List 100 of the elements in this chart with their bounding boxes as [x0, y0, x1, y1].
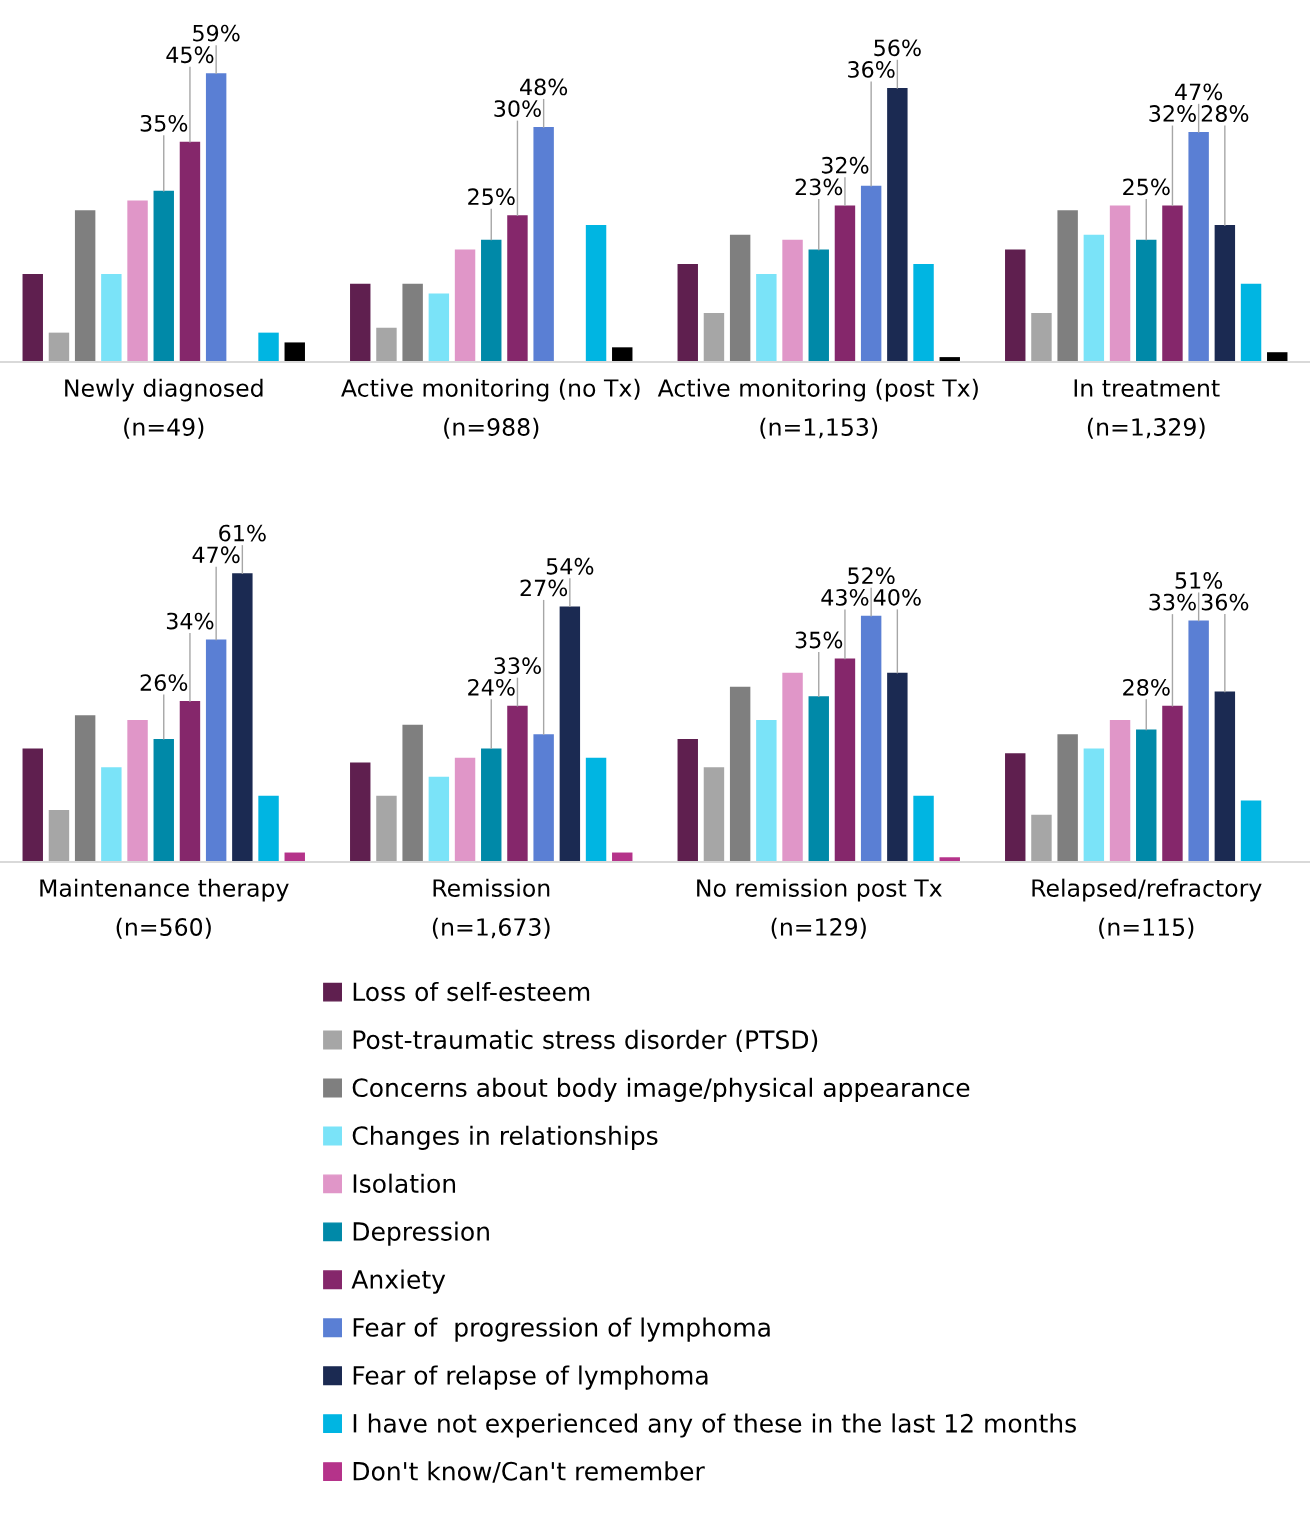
- bar: [481, 748, 502, 862]
- legend-label: Depression: [353, 1221, 489, 1246]
- bar: [612, 347, 633, 362]
- bar: [376, 795, 397, 862]
- data-label: 36%: [1201, 593, 1249, 611]
- bar: [205, 73, 227, 362]
- bar: [1188, 131, 1209, 362]
- data-label: 32%: [821, 156, 869, 174]
- bar: [350, 283, 371, 362]
- data-label: 24%: [468, 678, 515, 696]
- data-label: 52%: [848, 567, 895, 585]
- legend-label: Isolation: [353, 1173, 456, 1194]
- bar: [1214, 691, 1236, 862]
- bar: [507, 215, 528, 362]
- x-tick-label: Active monitoring (post Tx) (n=1,153): [657, 378, 978, 439]
- bar: [232, 573, 253, 862]
- bar: [507, 705, 528, 862]
- data-label: 27%: [520, 579, 568, 597]
- bar: [1031, 814, 1052, 862]
- data-label: 33%: [1149, 593, 1196, 611]
- bar: [205, 639, 227, 862]
- bar: [533, 127, 554, 362]
- bar: [1162, 705, 1183, 862]
- bar: [1057, 734, 1078, 862]
- data-label: 33%: [494, 657, 541, 675]
- bar: [1057, 210, 1078, 362]
- bar: [1109, 719, 1131, 862]
- bar: [153, 190, 174, 362]
- bar: [127, 719, 148, 862]
- bar: [677, 738, 698, 862]
- legend-label: Fear of progression of lymphoma: [353, 1317, 770, 1342]
- bar: [454, 249, 476, 362]
- bar: [22, 748, 43, 862]
- bar: [428, 776, 450, 862]
- bar: [887, 672, 908, 862]
- x-tick-label: In treatment (n=1,329): [1074, 379, 1220, 439]
- bar: [703, 313, 725, 362]
- bar: [258, 332, 279, 362]
- data-label: 47%: [1175, 83, 1223, 101]
- bar: [1005, 753, 1026, 862]
- x-tick-label: Maintenance therapy (n=560): [40, 878, 289, 939]
- data-label: 23%: [795, 178, 843, 196]
- data-label: 34%: [166, 612, 214, 630]
- x-tick-label: Remission (n=1,673): [432, 878, 550, 939]
- legend-label: Loss of self-esteem: [353, 981, 590, 1002]
- bar: [74, 210, 96, 362]
- bar: [179, 141, 201, 362]
- bar: [258, 795, 279, 862]
- data-label: 56%: [874, 39, 921, 57]
- data-label: 51%: [1175, 572, 1223, 589]
- bar: [376, 327, 397, 362]
- x-tick-label: Newly diagnosed (n=49): [65, 378, 263, 439]
- data-label: 35%: [795, 631, 843, 649]
- x-tick-label: Relapsed/refractory (n=115): [1032, 878, 1262, 939]
- legend-label: Concerns about body image/physical appearance: [352, 1077, 970, 1102]
- bar: [481, 239, 502, 362]
- bar: [782, 672, 803, 862]
- bar: [284, 342, 305, 362]
- bar: [1109, 205, 1131, 362]
- bar: [101, 767, 122, 862]
- bar: [454, 757, 476, 862]
- data-label: 47%: [192, 546, 240, 564]
- bar: [1005, 249, 1026, 362]
- bar: [22, 273, 43, 362]
- legend-label: Post-traumatic stress disorder (PTSD): [353, 1029, 818, 1053]
- data-label: 35%: [140, 114, 188, 132]
- bar: [1188, 620, 1209, 862]
- data-label: 40%: [873, 588, 921, 606]
- bar: [1267, 352, 1288, 362]
- data-label: 28%: [1201, 105, 1249, 122]
- legend-label: I have not experienced any of these in the last 12 months: [353, 1413, 1076, 1438]
- bar: [808, 249, 829, 362]
- bar: [1083, 234, 1105, 362]
- data-label: 36%: [848, 61, 895, 78]
- bar: [834, 658, 856, 862]
- bar: [48, 809, 70, 862]
- bar: [834, 205, 856, 362]
- bar: [585, 757, 607, 862]
- bar: [402, 283, 423, 362]
- legend-label: Don't know/Can't remember: [353, 1461, 705, 1483]
- bar: [860, 615, 882, 862]
- bar: [1162, 205, 1183, 362]
- bar: [1083, 748, 1105, 862]
- bar: [756, 273, 777, 362]
- legend-label: Anxiety: [351, 1269, 446, 1294]
- bar: [729, 234, 751, 362]
- bar: [153, 738, 174, 862]
- bar: [48, 332, 70, 362]
- bar: [887, 87, 908, 362]
- bar: [756, 719, 777, 862]
- bar: [860, 185, 882, 362]
- bar: [913, 795, 934, 862]
- bar: [703, 767, 725, 862]
- data-label: 45%: [166, 46, 214, 64]
- x-tick-label: No remission post Tx (n=129): [697, 878, 942, 939]
- bar: [402, 724, 423, 862]
- data-label: 25%: [468, 188, 515, 206]
- bar: [1214, 224, 1236, 362]
- bar: [808, 696, 829, 862]
- legend-label: Changes in relationships: [352, 1125, 658, 1150]
